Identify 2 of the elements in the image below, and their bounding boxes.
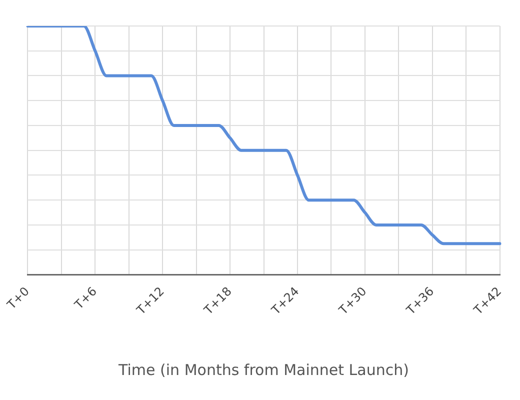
x-tick-label: T+0 (4, 284, 32, 313)
x-axis-title: Time (in Months from Mainnet Launch) (118, 360, 409, 379)
